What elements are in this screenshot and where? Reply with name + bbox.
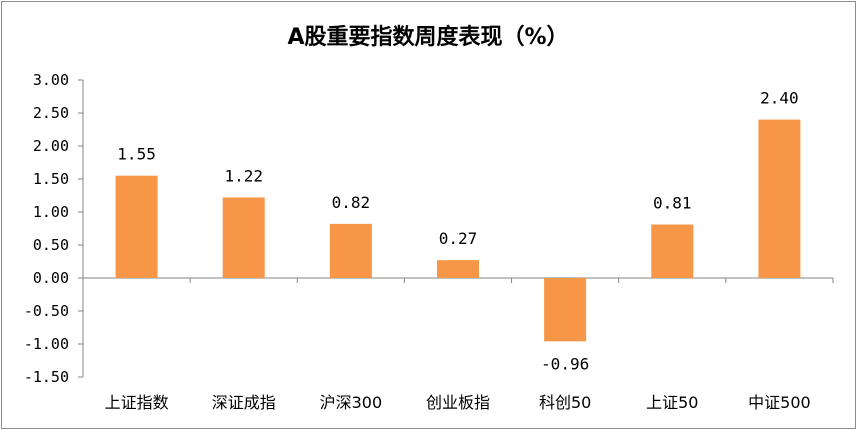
x-tick-group <box>82 278 834 283</box>
y-tick-label: 3.00 <box>33 71 69 89</box>
bar-7 <box>758 119 801 278</box>
bar-5 <box>544 278 587 342</box>
y-tick-label: 0.00 <box>33 269 69 287</box>
data-label: 0.27 <box>439 229 478 248</box>
data-label: 0.82 <box>332 193 371 212</box>
data-label: 0.81 <box>653 194 692 213</box>
category-label-group: 上证指数 深证成指 沪深300 创业板指 科创50 上证50 中证500 <box>105 393 811 412</box>
data-label: 2.40 <box>760 89 799 108</box>
data-label-group: 1.55 1.22 0.82 0.27 -0.96 0.81 2.40 <box>117 89 798 374</box>
bar-3 <box>329 223 372 278</box>
chart-title: A股重要指数周度表现（%） <box>287 24 568 50</box>
y-tick-group: 3.00 2.50 2.00 1.50 1.00 0.50 0.00 -0.50 -1.00 -1… <box>24 71 83 386</box>
y-tick-label: 1.00 <box>33 203 69 221</box>
y-tick-label: -1.00 <box>24 335 69 353</box>
bar-1 <box>115 175 158 278</box>
category-label: 深证成指 <box>212 393 276 412</box>
y-tick-label: 2.00 <box>33 137 69 155</box>
category-label: 上证50 <box>646 393 698 412</box>
bar-4 <box>437 260 479 278</box>
category-label: 科创50 <box>539 393 591 412</box>
y-tick-label: 2.50 <box>33 104 69 122</box>
category-label: 上证指数 <box>105 393 169 412</box>
category-label: 沪深300 <box>320 393 383 412</box>
bar-2 <box>222 197 265 278</box>
data-label: 1.22 <box>224 166 263 185</box>
y-tick-label: 0.50 <box>33 236 69 254</box>
category-label: 中证500 <box>748 393 811 412</box>
y-tick-label: -0.50 <box>24 302 69 320</box>
y-tick-label: -1.50 <box>24 368 69 386</box>
data-label: -0.96 <box>541 354 589 373</box>
y-tick-label: 1.50 <box>33 170 69 188</box>
data-label: 1.55 <box>117 145 156 164</box>
bar-6 <box>651 224 694 278</box>
category-label: 创业板指 <box>426 393 490 412</box>
bar-group <box>115 119 801 342</box>
